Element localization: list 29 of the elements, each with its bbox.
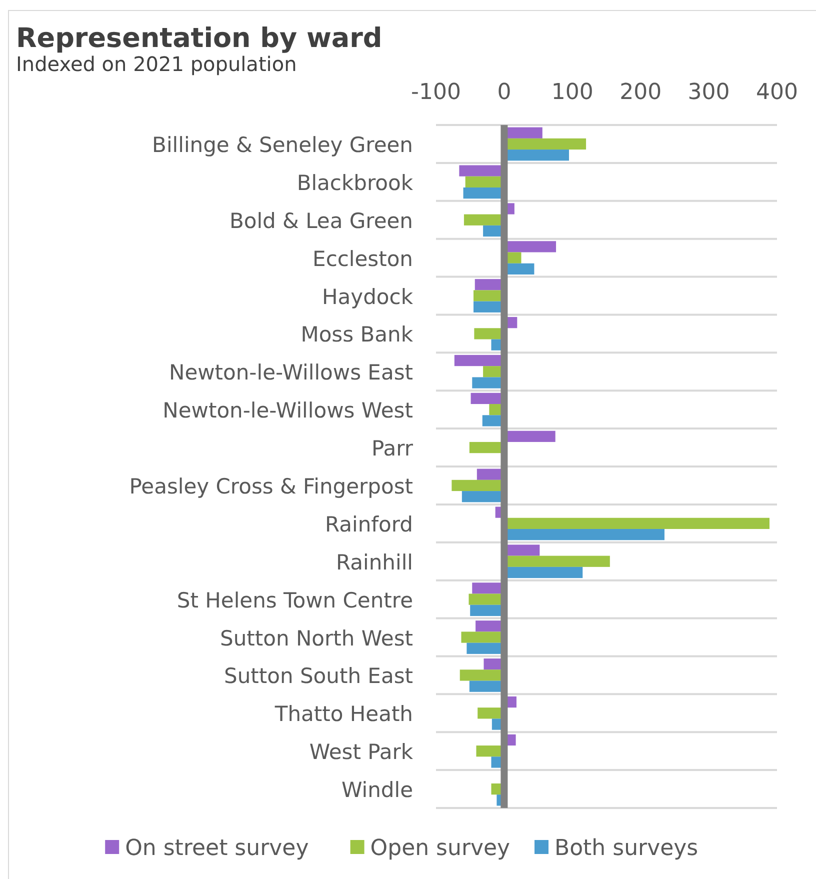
legend-label: On street survey [125,836,309,861]
x-tick-label: 200 [620,80,662,105]
y-tick-label: West Park [309,740,414,764]
legend-label: Open survey [370,836,510,861]
text: Indexed on 2021 population [16,52,297,76]
x-tick-label: 300 [688,80,730,105]
x-tick-label: 100 [551,80,594,105]
y-tick-label: Billinge & Seneley Green [152,132,413,157]
y-tick-label: Thatto Heath [274,702,413,726]
y-tick-label: Rainhill [336,550,413,574]
y-tick-label: Parr [372,436,414,461]
y-tick-label: Eccleston [312,246,413,271]
y-tick-label: Blackbrook [296,170,414,195]
y-tick-label: Peasley Cross & Fingerpost [129,474,413,498]
y-tick-label: Windle [341,778,413,802]
y-tick-label: Newton-le-Willows East [168,360,413,385]
text: Representation by ward [16,23,382,54]
legend-label: Both surveys [554,836,698,861]
x-tick-label: 0 [497,80,512,105]
y-tick-label: Haydock [322,284,414,309]
x-tick-label: -100 [411,80,461,105]
y-tick-label: Rainford [325,512,413,536]
y-tick-label: Bold & Lea Green [229,208,413,233]
y-tick-label: St Helens Town Centre [176,588,413,612]
y-tick-label: Newton-le-Willows West [162,398,413,423]
y-tick-label: Moss Bank [300,322,414,347]
y-tick-label: Sutton South East [224,664,413,688]
x-tick-label: 400 [756,80,798,105]
y-tick-label: Sutton North West [220,626,413,650]
